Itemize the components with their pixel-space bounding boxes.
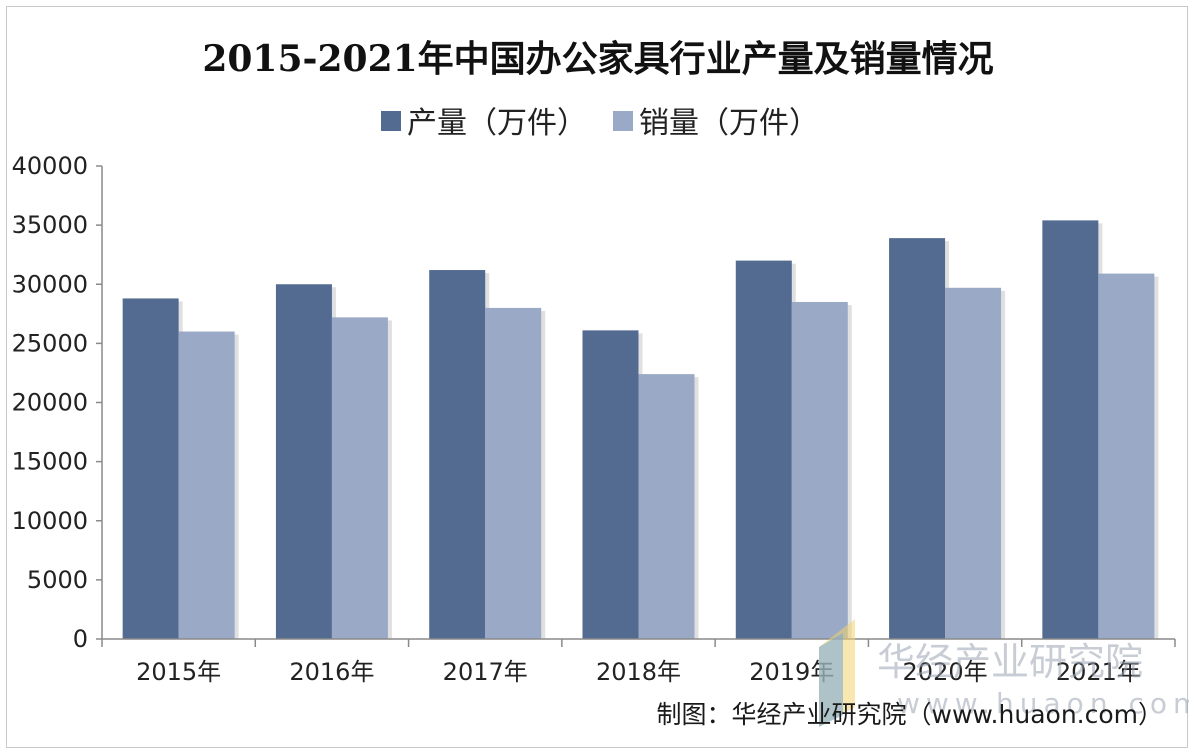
y-tick-label: 35000 [12, 211, 88, 239]
bar-production [889, 238, 946, 639]
legend-swatch-sales [613, 111, 633, 131]
chart-frame: 2015-2021年中国办公家具行业产量及销量情况 产量（万件） 销量（万件） … [6, 6, 1189, 748]
legend-label-sales: 销量（万件） [639, 106, 819, 141]
watermark-logo-blue [819, 633, 843, 727]
y-tick-label: 25000 [12, 329, 88, 357]
bar-production [735, 260, 792, 639]
bar-sales [485, 307, 542, 639]
bar-production [275, 284, 332, 639]
bar-production [429, 270, 486, 639]
x-tick-label: 2020年 [903, 658, 988, 686]
x-axis: 2015年 2016年 2017年 2018年 2019年 2020年 2021年 [101, 638, 1176, 686]
legend-swatch-production [381, 111, 401, 131]
x-tick-label: 2017年 [443, 658, 528, 686]
y-axis: 0 5000 10000 15000 20000 25000 30000 35000 40000 [12, 152, 103, 653]
bars [122, 220, 1159, 639]
y-tick-label: 20000 [12, 389, 88, 417]
x-tick-label: 2018年 [596, 658, 681, 686]
y-tick-label: 15000 [12, 448, 88, 476]
x-tick-label: 2016年 [289, 658, 374, 686]
bar-sales [1098, 273, 1155, 639]
x-tick-label: 2015年 [136, 658, 221, 686]
bar-sales [331, 317, 388, 639]
bar-sales [791, 301, 848, 639]
y-tick-label: 5000 [27, 566, 88, 594]
chart-title: 2015-2021年中国办公家具行业产量及销量情况 [202, 38, 993, 80]
bar-production [122, 298, 179, 639]
legend-label-production: 产量（万件） [407, 106, 587, 141]
source-note: 制图：华经产业研究院（www.huaon.com） [657, 700, 1163, 729]
bar-sales [178, 331, 235, 639]
y-tick-label: 40000 [12, 152, 88, 180]
bar-sales [638, 374, 695, 639]
bar-production [1042, 220, 1099, 639]
legend: 产量（万件） 销量（万件） [381, 106, 819, 141]
y-tick-label: 10000 [12, 507, 88, 535]
bar-sales [945, 287, 1002, 639]
watermark-name: 华经产业研究院 [877, 640, 1143, 684]
y-tick-label: 0 [73, 625, 88, 653]
watermark-url: www.huaon.com [897, 687, 1189, 720]
y-tick-label: 30000 [12, 270, 88, 298]
bar-chart: 2015-2021年中国办公家具行业产量及销量情况 产量（万件） 销量（万件） … [12, 38, 1189, 729]
bar-production [582, 330, 639, 639]
x-tick-label: 2021年 [1056, 658, 1141, 686]
watermark: 华经产业研究院 www.huaon.com [819, 619, 1189, 727]
